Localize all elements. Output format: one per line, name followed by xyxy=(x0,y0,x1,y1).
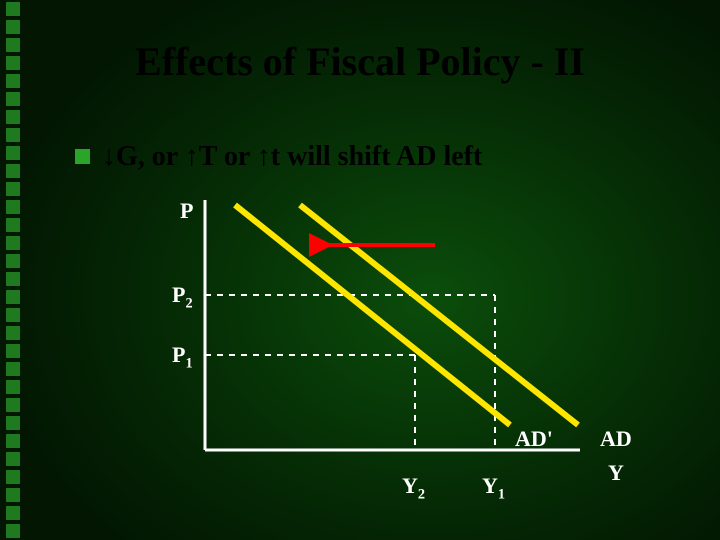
y-tick-p1: P1 xyxy=(172,344,193,371)
x-axis-label: Y xyxy=(608,462,624,484)
ad-shift-chart: P Y P2 P1 Y2 Y1 AD' AD xyxy=(180,200,600,490)
bullet-square-icon xyxy=(75,149,90,164)
line-label-ad: AD xyxy=(600,428,632,450)
x-tick-y2: Y2 xyxy=(402,475,425,502)
y-axis-label: P xyxy=(180,200,193,222)
bullet-text: ↓G, or ↑T or ↑t will shift AD left xyxy=(102,142,482,171)
y-tick-p2: P2 xyxy=(172,284,193,311)
line-label-ad-prime: AD' xyxy=(515,428,553,450)
bullet-row: ↓G, or ↑T or ↑t will shift AD left xyxy=(75,142,482,171)
x-tick-y1: Y1 xyxy=(482,475,505,502)
slide-title: Effects of Fiscal Policy - II xyxy=(0,38,720,85)
chart-svg xyxy=(180,200,650,500)
